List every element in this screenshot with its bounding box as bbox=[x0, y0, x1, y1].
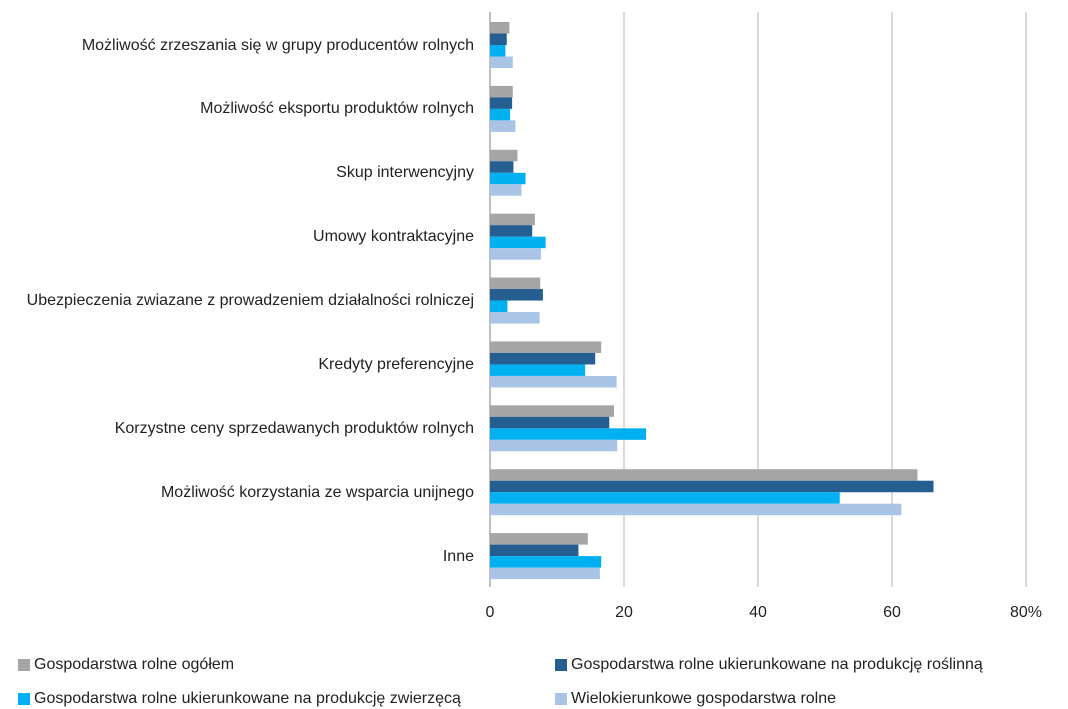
legend-label: Gospodarstwa rolne ogółem bbox=[34, 656, 235, 673]
bar bbox=[490, 352, 596, 365]
category-label: Możliwość eksportu produktów rolnych bbox=[200, 100, 474, 118]
bar bbox=[490, 428, 647, 440]
category-label: Możliwość zrzeszania się w grupy produce… bbox=[81, 36, 474, 54]
bar bbox=[490, 556, 602, 568]
bar bbox=[490, 248, 541, 260]
bar bbox=[490, 149, 518, 162]
legend-label: Gospodarstwa rolne ukierunkowane na prod… bbox=[34, 690, 461, 707]
category-label: Korzystne ceny sprzedawanych produktów r… bbox=[114, 419, 474, 437]
x-tick-label: 60 bbox=[883, 604, 901, 621]
category-label: Inne bbox=[442, 547, 474, 565]
legend-swatch bbox=[555, 693, 567, 705]
legend-item-ogolem: Gospodarstwa rolne ogółem bbox=[18, 656, 234, 674]
legend: Gospodarstwa rolne ogółem Gospodarstwa r… bbox=[18, 656, 1063, 709]
bar bbox=[490, 22, 510, 34]
legend-swatch bbox=[555, 659, 567, 671]
bar bbox=[490, 364, 586, 376]
bar bbox=[490, 213, 535, 226]
x-tick-label: 80% bbox=[1010, 604, 1042, 621]
bar bbox=[490, 236, 546, 249]
legend-item-zwierzeca: Gospodarstwa rolne ukierunkowane na prod… bbox=[18, 690, 461, 708]
bar bbox=[490, 289, 543, 301]
bar bbox=[490, 172, 526, 185]
bar bbox=[490, 300, 508, 313]
x-tick-label: 0 bbox=[486, 604, 495, 621]
bar bbox=[490, 184, 522, 196]
bar bbox=[490, 375, 617, 388]
x-tick-label: 40 bbox=[749, 604, 767, 621]
bar bbox=[490, 45, 506, 57]
bar bbox=[490, 85, 513, 98]
bar bbox=[490, 97, 513, 109]
bar bbox=[490, 405, 614, 417]
bar bbox=[490, 341, 602, 353]
bar bbox=[490, 480, 934, 493]
x-tick-label: 20 bbox=[615, 604, 633, 621]
bar bbox=[490, 567, 600, 580]
bars bbox=[490, 22, 934, 580]
bar bbox=[490, 533, 588, 545]
legend-label: Wielokierunkowe gospodarstwa rolne bbox=[571, 690, 837, 707]
bar bbox=[490, 312, 540, 324]
bar bbox=[490, 439, 618, 452]
legend-item-roslinna: Gospodarstwa rolne ukierunkowane na prod… bbox=[555, 656, 983, 674]
bar bbox=[490, 225, 533, 237]
category-label: Skup interwencyjny bbox=[336, 164, 474, 182]
category-label: Kredyty preferencyjne bbox=[318, 355, 474, 373]
bar bbox=[490, 544, 579, 557]
bar bbox=[490, 503, 902, 516]
bar-chart: 0 20 40 60 80% bbox=[486, 12, 1042, 621]
category-label: Możliwość korzystania ze wsparcia unijne… bbox=[160, 483, 474, 501]
bar bbox=[490, 416, 610, 429]
bar bbox=[490, 469, 918, 481]
x-axis-ticks: 0 20 40 60 80% bbox=[486, 604, 1042, 621]
legend-item-wielokierunkowe: Wielokierunkowe gospodarstwa rolne bbox=[555, 690, 836, 708]
category-label: Ubezpieczenia zwiazane z prowadzeniem dz… bbox=[26, 292, 474, 310]
bar bbox=[490, 33, 507, 45]
category-label: Umowy kontraktacyjne bbox=[313, 228, 474, 246]
bar bbox=[490, 492, 840, 504]
bar bbox=[490, 120, 516, 132]
legend-label: Gospodarstwa rolne ukierunkowane na prod… bbox=[571, 656, 983, 673]
legend-swatch bbox=[18, 659, 30, 671]
bar bbox=[490, 277, 541, 290]
bar bbox=[490, 108, 511, 121]
bar bbox=[490, 161, 514, 173]
bar bbox=[490, 56, 513, 68]
legend-swatch bbox=[18, 693, 30, 705]
